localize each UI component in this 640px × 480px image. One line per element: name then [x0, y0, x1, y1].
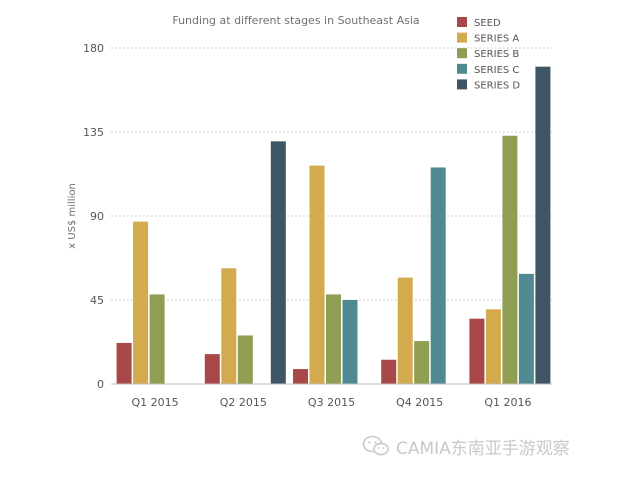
y-tick-label: 90 [90, 210, 104, 223]
bar-series-c-q4-2015 [430, 167, 446, 384]
bar-seed-q4-2015 [381, 359, 397, 384]
bar-seed-q2-2015 [204, 354, 220, 384]
bar-series-a-q2-2015 [221, 268, 237, 384]
bar-series-a-q3-2015 [309, 165, 325, 384]
x-tick-labels: Q1 2015 Q2 2015 Q3 2015 Q4 2015 Q1 2016 [132, 396, 532, 409]
bar-series-d-q2-2015 [270, 141, 286, 384]
legend-swatch-seed [457, 17, 467, 27]
bar-series-d-q1-2016 [535, 66, 551, 385]
bar-series-b-q1-2016 [502, 135, 518, 384]
x-tick-label: Q1 2016 [484, 396, 531, 409]
watermark: CAMIA东南亚手游观察 [362, 432, 570, 460]
legend-label: SERIES B [474, 49, 519, 60]
legend-swatch-series-b [457, 48, 467, 59]
x-tick-label: Q1 2015 [132, 396, 179, 409]
bars [116, 66, 551, 385]
watermark-text: CAMIA东南亚手游观察 [396, 438, 570, 459]
y-tick-label: 0 [97, 378, 104, 391]
legend-label: SEED [474, 18, 501, 29]
legend-label: SERIES C [474, 65, 519, 76]
x-tick-label: Q3 2015 [308, 396, 355, 409]
legend-label: SERIES A [474, 34, 519, 45]
y-tick-label: 180 [83, 42, 104, 55]
y-tick-labels: 0 45 90 135 180 [83, 42, 104, 391]
legend-swatch-series-a [457, 32, 467, 43]
x-tick-label: Q4 2015 [396, 396, 443, 409]
chart-title: Funding at different stages in Southeast… [172, 14, 419, 27]
bar-series-b-q3-2015 [326, 294, 341, 384]
legend-label: SERIES D [474, 80, 520, 91]
bar-seed-q3-2015 [293, 369, 308, 384]
y-tick-label: 135 [83, 126, 104, 139]
bar-series-c-q1-2016 [518, 273, 534, 384]
x-tick-label: Q2 2015 [220, 396, 267, 409]
legend: SEED SERIES A SERIES B SERIES C SERIES D [457, 17, 520, 91]
bar-series-a-q1-2016 [485, 309, 501, 384]
bar-series-a-q4-2015 [397, 277, 413, 384]
bar-series-a-q1-2015 [133, 221, 149, 384]
bar-seed-q1-2015 [116, 342, 132, 384]
bar-series-b-q4-2015 [414, 341, 430, 384]
bar-series-b-q2-2015 [237, 335, 253, 384]
bar-series-c-q3-2015 [342, 300, 358, 384]
bar-seed-q1-2016 [469, 318, 485, 384]
wechat-icon [362, 435, 389, 456]
y-axis-label: x US$ million [67, 183, 78, 249]
legend-swatch-series-d [457, 79, 467, 90]
bar-series-b-q1-2015 [149, 294, 165, 384]
y-tick-label: 45 [90, 294, 104, 307]
legend-swatch-series-c [457, 63, 467, 74]
